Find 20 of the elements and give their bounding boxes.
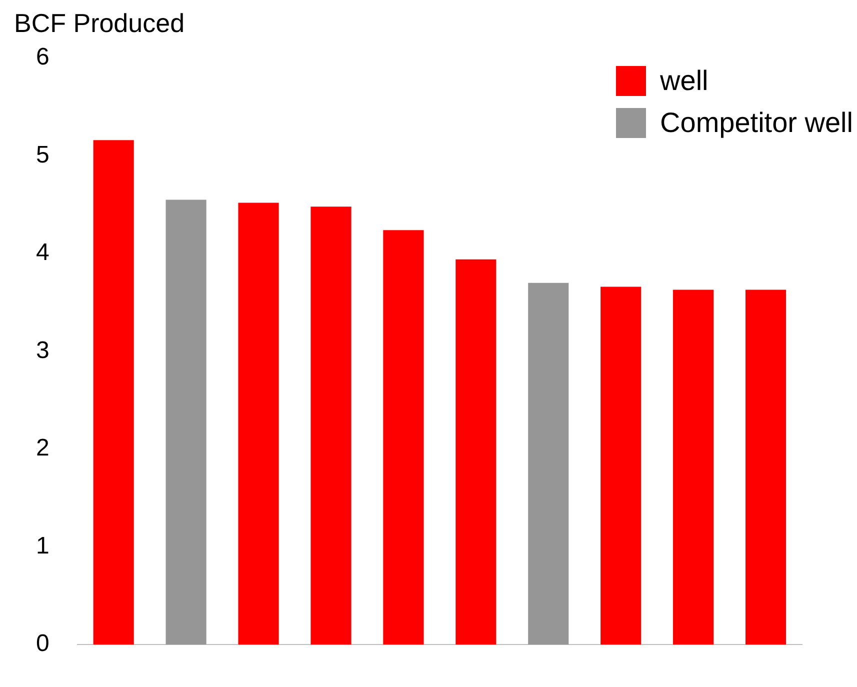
bar: [745, 290, 786, 645]
y-tick-label: 0: [36, 630, 50, 658]
bar: [166, 200, 206, 645]
legend-label: Competitor well: [660, 107, 853, 139]
bar: [456, 259, 496, 645]
legend-label: well: [660, 65, 708, 97]
bar: [673, 290, 714, 645]
y-tick-label: 6: [36, 44, 50, 71]
bar: [600, 286, 642, 645]
y-tick-label: 2: [36, 434, 50, 462]
bar: [310, 206, 352, 645]
y-tick-label: 3: [36, 336, 50, 364]
bar: [238, 202, 279, 645]
y-tick-label: 1: [36, 532, 50, 560]
y-tick-label: 4: [36, 239, 50, 266]
bar: [383, 230, 424, 645]
bar: [93, 140, 134, 645]
y-axis-title: BCF Produced: [14, 8, 185, 39]
bar: [528, 282, 569, 645]
y-tick-label: 5: [36, 141, 50, 168]
